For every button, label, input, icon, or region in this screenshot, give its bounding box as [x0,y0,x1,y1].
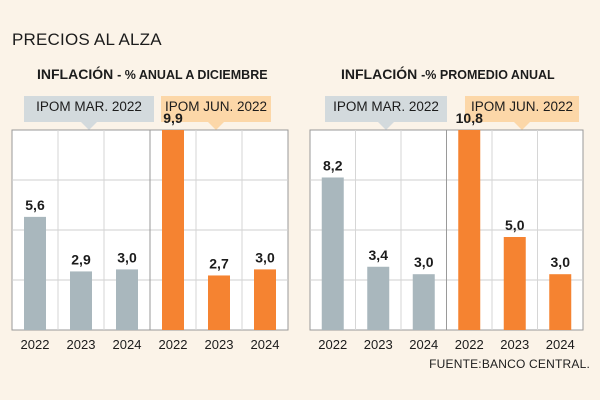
chart-1-value-label: 2,9 [71,251,91,267]
chart-1-value-label: 9,9 [163,110,183,126]
chart-2-value-label: 5,0 [505,217,525,233]
chart-2-value-label: 3,0 [551,254,571,270]
chart-1-bar [24,216,46,330]
chart-2-title: INFLACIÓN -% PROMEDIO ANUAL [341,66,555,82]
chart-2-bar [321,177,344,330]
chart-2-value-label: 3,0 [414,254,434,270]
chart-2-title-main: INFLACIÓN [341,66,418,82]
chart-1-x-tick-label: 2024 [251,337,280,352]
chart-2-bar [503,237,526,330]
chart-1-title-main: INFLACIÓN [37,66,114,82]
source-note: FUENTE:BANCO CENTRAL. [429,357,590,371]
chart-2-bar [458,130,481,330]
chart-2-bar [549,274,572,330]
chart-1-value-label: 3,0 [117,249,137,265]
chart-1-bar [70,271,92,330]
chart-2-title-sub: -% PROMEDIO ANUAL [421,68,555,82]
chart-1-bar [254,269,276,330]
chart-2-x-tick-label: 2024 [546,337,575,352]
chart-1-x-tick-label: 2022 [159,337,188,352]
chart-1-value-label: 5,6 [25,197,45,213]
chart-2-bar [367,266,390,330]
chart-1-title: INFLACIÓN - % ANUAL A DICIEMBRE [37,66,268,82]
chart-1-value-label: 2,7 [209,255,229,271]
chart-1-bar [116,269,138,330]
chart-1-title-sub: - % ANUAL A DICIEMBRE [117,68,268,82]
chart-1-x-tick-label: 2022 [21,337,50,352]
chart-2-value-label: 8,2 [323,157,343,173]
chart-2-value-label: 10,8 [456,110,483,126]
chart-1-x-tick-label: 2023 [205,337,234,352]
chart-1-value-label: 3,0 [255,249,275,265]
chart-1-x-tick-label: 2023 [67,337,96,352]
chart-2-x-tick-label: 2023 [364,337,393,352]
page-title: PRECIOS AL ALZA [12,30,162,49]
chart-2-x-tick-label: 2024 [409,337,438,352]
chart-1-legend-mar: IPOM MAR. 2022 [24,96,154,130]
chart-1-bar [208,275,230,330]
chart-2-legend-jun: IPOM JUN. 2022 [465,96,579,130]
chart-1-legend-jun: IPOM JUN. 2022 [161,96,271,130]
chart-2-x-tick-label: 2022 [455,337,484,352]
chart-1-bar [162,130,184,330]
chart-2-value-label: 3,4 [369,247,389,263]
chart-1-x-tick-label: 2024 [113,337,142,352]
chart-2-legend-mar: IPOM MAR. 2022 [325,96,447,130]
chart-2-x-tick-label: 2022 [318,337,347,352]
chart-2-x-tick-label: 2023 [500,337,529,352]
chart-2-bar [412,274,435,330]
